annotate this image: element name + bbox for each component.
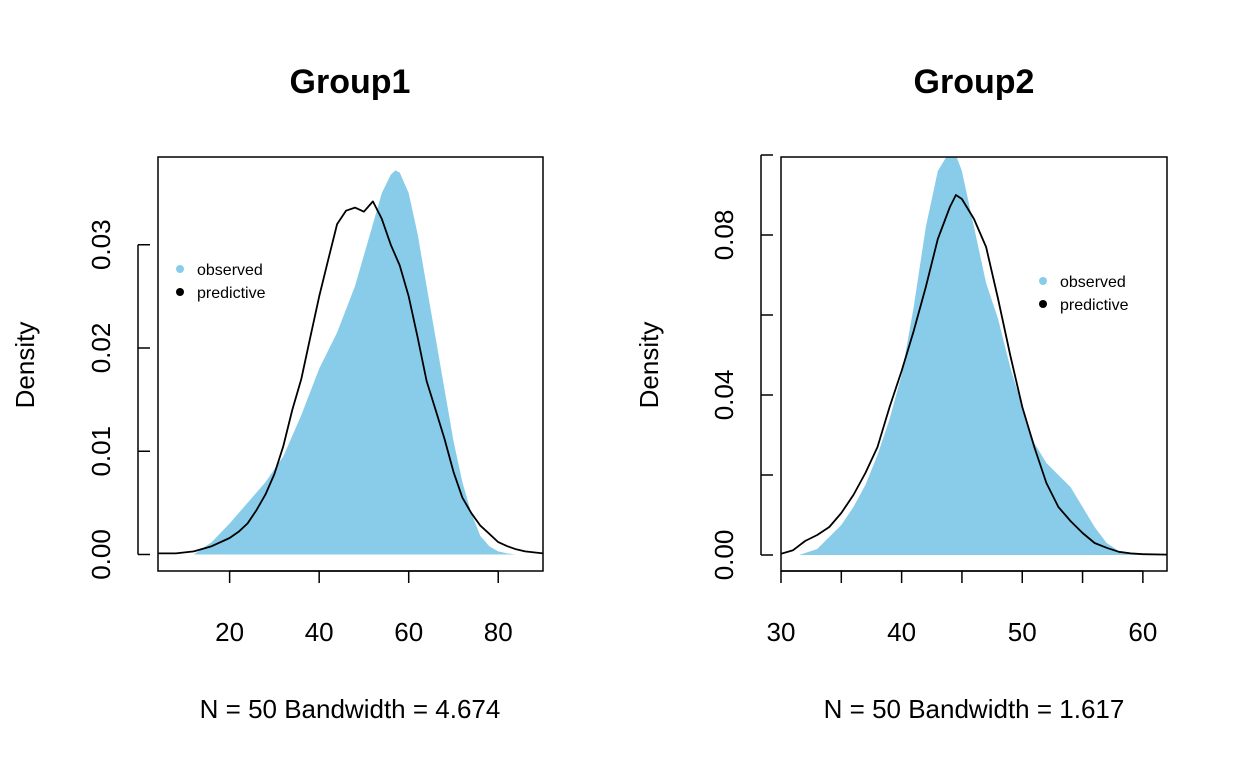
legend-marker-observed — [1039, 277, 1047, 285]
x-tick-label: 60 — [394, 617, 423, 647]
x-tick-label: 40 — [305, 617, 334, 647]
chart-title: Group2 — [914, 63, 1035, 101]
y-tick-label: 0.01 — [86, 426, 116, 477]
y-tick-label: 0.02 — [86, 323, 116, 374]
plot-area — [158, 170, 543, 555]
legend-label-observed: observed — [1060, 274, 1126, 291]
x-tick-label: 40 — [887, 617, 916, 647]
y-tick-label: 0.00 — [86, 529, 116, 580]
series-observed-area — [799, 157, 1143, 555]
legend-label-predictive: predictive — [197, 285, 266, 302]
plot-area — [781, 157, 1167, 556]
series-predictive-line — [781, 194, 1167, 556]
series-predictive-line — [158, 200, 543, 555]
legend-label-observed: observed — [197, 262, 263, 279]
x-axis-label: N = 50 Bandwidth = 1.617 — [824, 694, 1125, 724]
x-tick-label: 60 — [1128, 617, 1157, 647]
legend-marker-predictive — [1039, 300, 1047, 308]
x-axis-label: N = 50 Bandwidth = 4.674 — [200, 694, 501, 724]
y-axis-label: Density — [634, 322, 664, 409]
x-tick-label: 20 — [215, 617, 244, 647]
series-observed-area — [193, 170, 528, 555]
y-tick-label: 0.00 — [709, 530, 739, 581]
y-tick-label: 0.04 — [709, 370, 739, 421]
legend: observed predictive — [1039, 274, 1129, 314]
legend-label-predictive: predictive — [1060, 297, 1129, 314]
legend-marker-predictive — [176, 288, 184, 296]
panel-group2: Group2 Density N = 50 Bandwidth = 1.617 … — [634, 63, 1168, 724]
panel-group1: Group1 Density N = 50 Bandwidth = 4.674 … — [10, 63, 544, 724]
y-tick-label: 0.03 — [86, 219, 116, 270]
x-tick-label: 80 — [484, 617, 513, 647]
legend-marker-observed — [176, 265, 184, 273]
x-tick-label: 50 — [1008, 617, 1037, 647]
chart-title: Group1 — [290, 63, 411, 101]
x-tick-label: 30 — [767, 617, 796, 647]
y-tick-label: 0.08 — [709, 210, 739, 261]
legend: observed predictive — [176, 262, 266, 302]
y-axis-label: Density — [10, 322, 40, 409]
